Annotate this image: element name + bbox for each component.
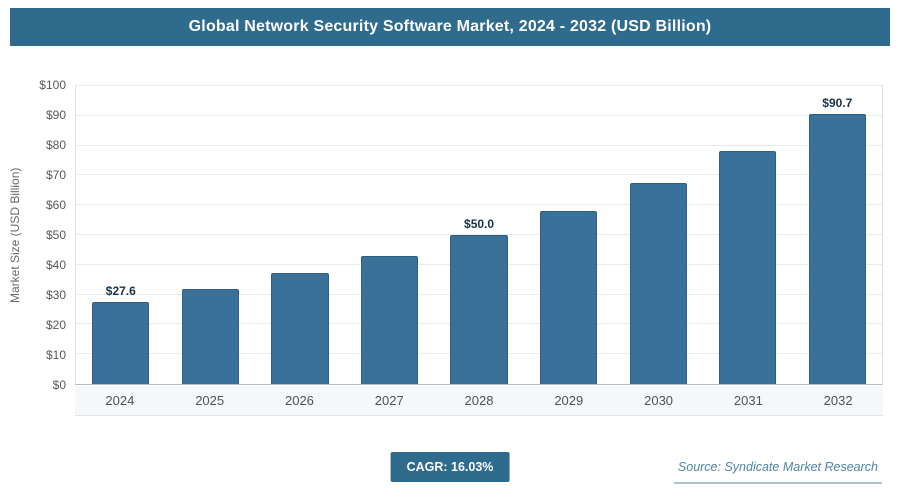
x-tick-label: 2026 (284, 393, 314, 408)
bar-group: $27.6 (76, 86, 166, 384)
y-tick-label: $30 (45, 288, 66, 302)
gridline (76, 144, 882, 146)
x-tick-label: 2028 (464, 393, 494, 408)
x-tick-label: 2029 (554, 393, 584, 408)
bar (539, 210, 598, 384)
bar-group (166, 86, 256, 384)
bar-value-label: $50.0 (464, 217, 495, 231)
x-tick-label: 2025 (195, 393, 225, 408)
y-axis-ticks: $0 $10 $20 $30 $40 $50 $60 $70 $80 $90 $100 (24, 78, 72, 392)
chart-title-banner: Global Network Security Software Market,… (10, 8, 890, 46)
bar-group: $90.7 (793, 86, 883, 384)
y-axis-title: Market Size (USD Billion) (8, 167, 22, 303)
y-tick-label: $60 (45, 198, 66, 212)
gridline (76, 204, 882, 206)
y-tick-label: $40 (45, 258, 66, 272)
bar-group (345, 86, 435, 384)
bar-value-label: $27.6 (105, 283, 136, 298)
bar-group (524, 86, 614, 384)
x-tick-label: 2031 (733, 393, 763, 408)
bar (719, 150, 777, 384)
bar (808, 113, 866, 384)
bar (450, 235, 508, 384)
chart-title: Global Network Security Software Market,… (188, 18, 712, 35)
y-tick-label: $20 (45, 318, 66, 332)
x-tick-label: 2032 (823, 393, 853, 408)
bar-group: $50.0 (434, 86, 524, 384)
y-tick-label: $0 (52, 378, 66, 392)
x-axis: 2024 2025 2026 2027 2028 2029 2030 2031 2032 (75, 386, 883, 416)
bar-series: $27.6 $50.0 $90.7 (76, 86, 882, 384)
gridline (76, 174, 882, 176)
x-tick-label: 2024 (105, 393, 135, 408)
gridline (76, 85, 882, 86)
y-tick-label: $50 (45, 228, 66, 242)
y-tick-label: $90 (45, 108, 66, 122)
bar-group (613, 86, 703, 384)
gridline (76, 114, 882, 116)
y-tick-label: $70 (45, 168, 66, 182)
y-tick-label: $10 (45, 348, 66, 362)
bar (181, 288, 239, 384)
bar (271, 273, 329, 384)
bar-group (255, 86, 345, 384)
y-tick-label: $80 (45, 138, 66, 152)
source-text: Source: Syndicate Market Research (673, 460, 882, 484)
bar (360, 255, 419, 384)
bar (629, 183, 687, 384)
bar-group (703, 86, 793, 384)
y-tick-label: $100 (39, 78, 66, 92)
bar (92, 301, 150, 384)
x-tick-label: 2027 (374, 393, 404, 408)
x-tick-label: 2030 (644, 393, 674, 408)
plot-area: $27.6 $50.0 $90.7 (75, 85, 883, 385)
cagr-badge: CAGR: 16.03% (390, 452, 510, 482)
bar-value-label: $90.7 (822, 95, 853, 110)
gridline (76, 234, 882, 235)
